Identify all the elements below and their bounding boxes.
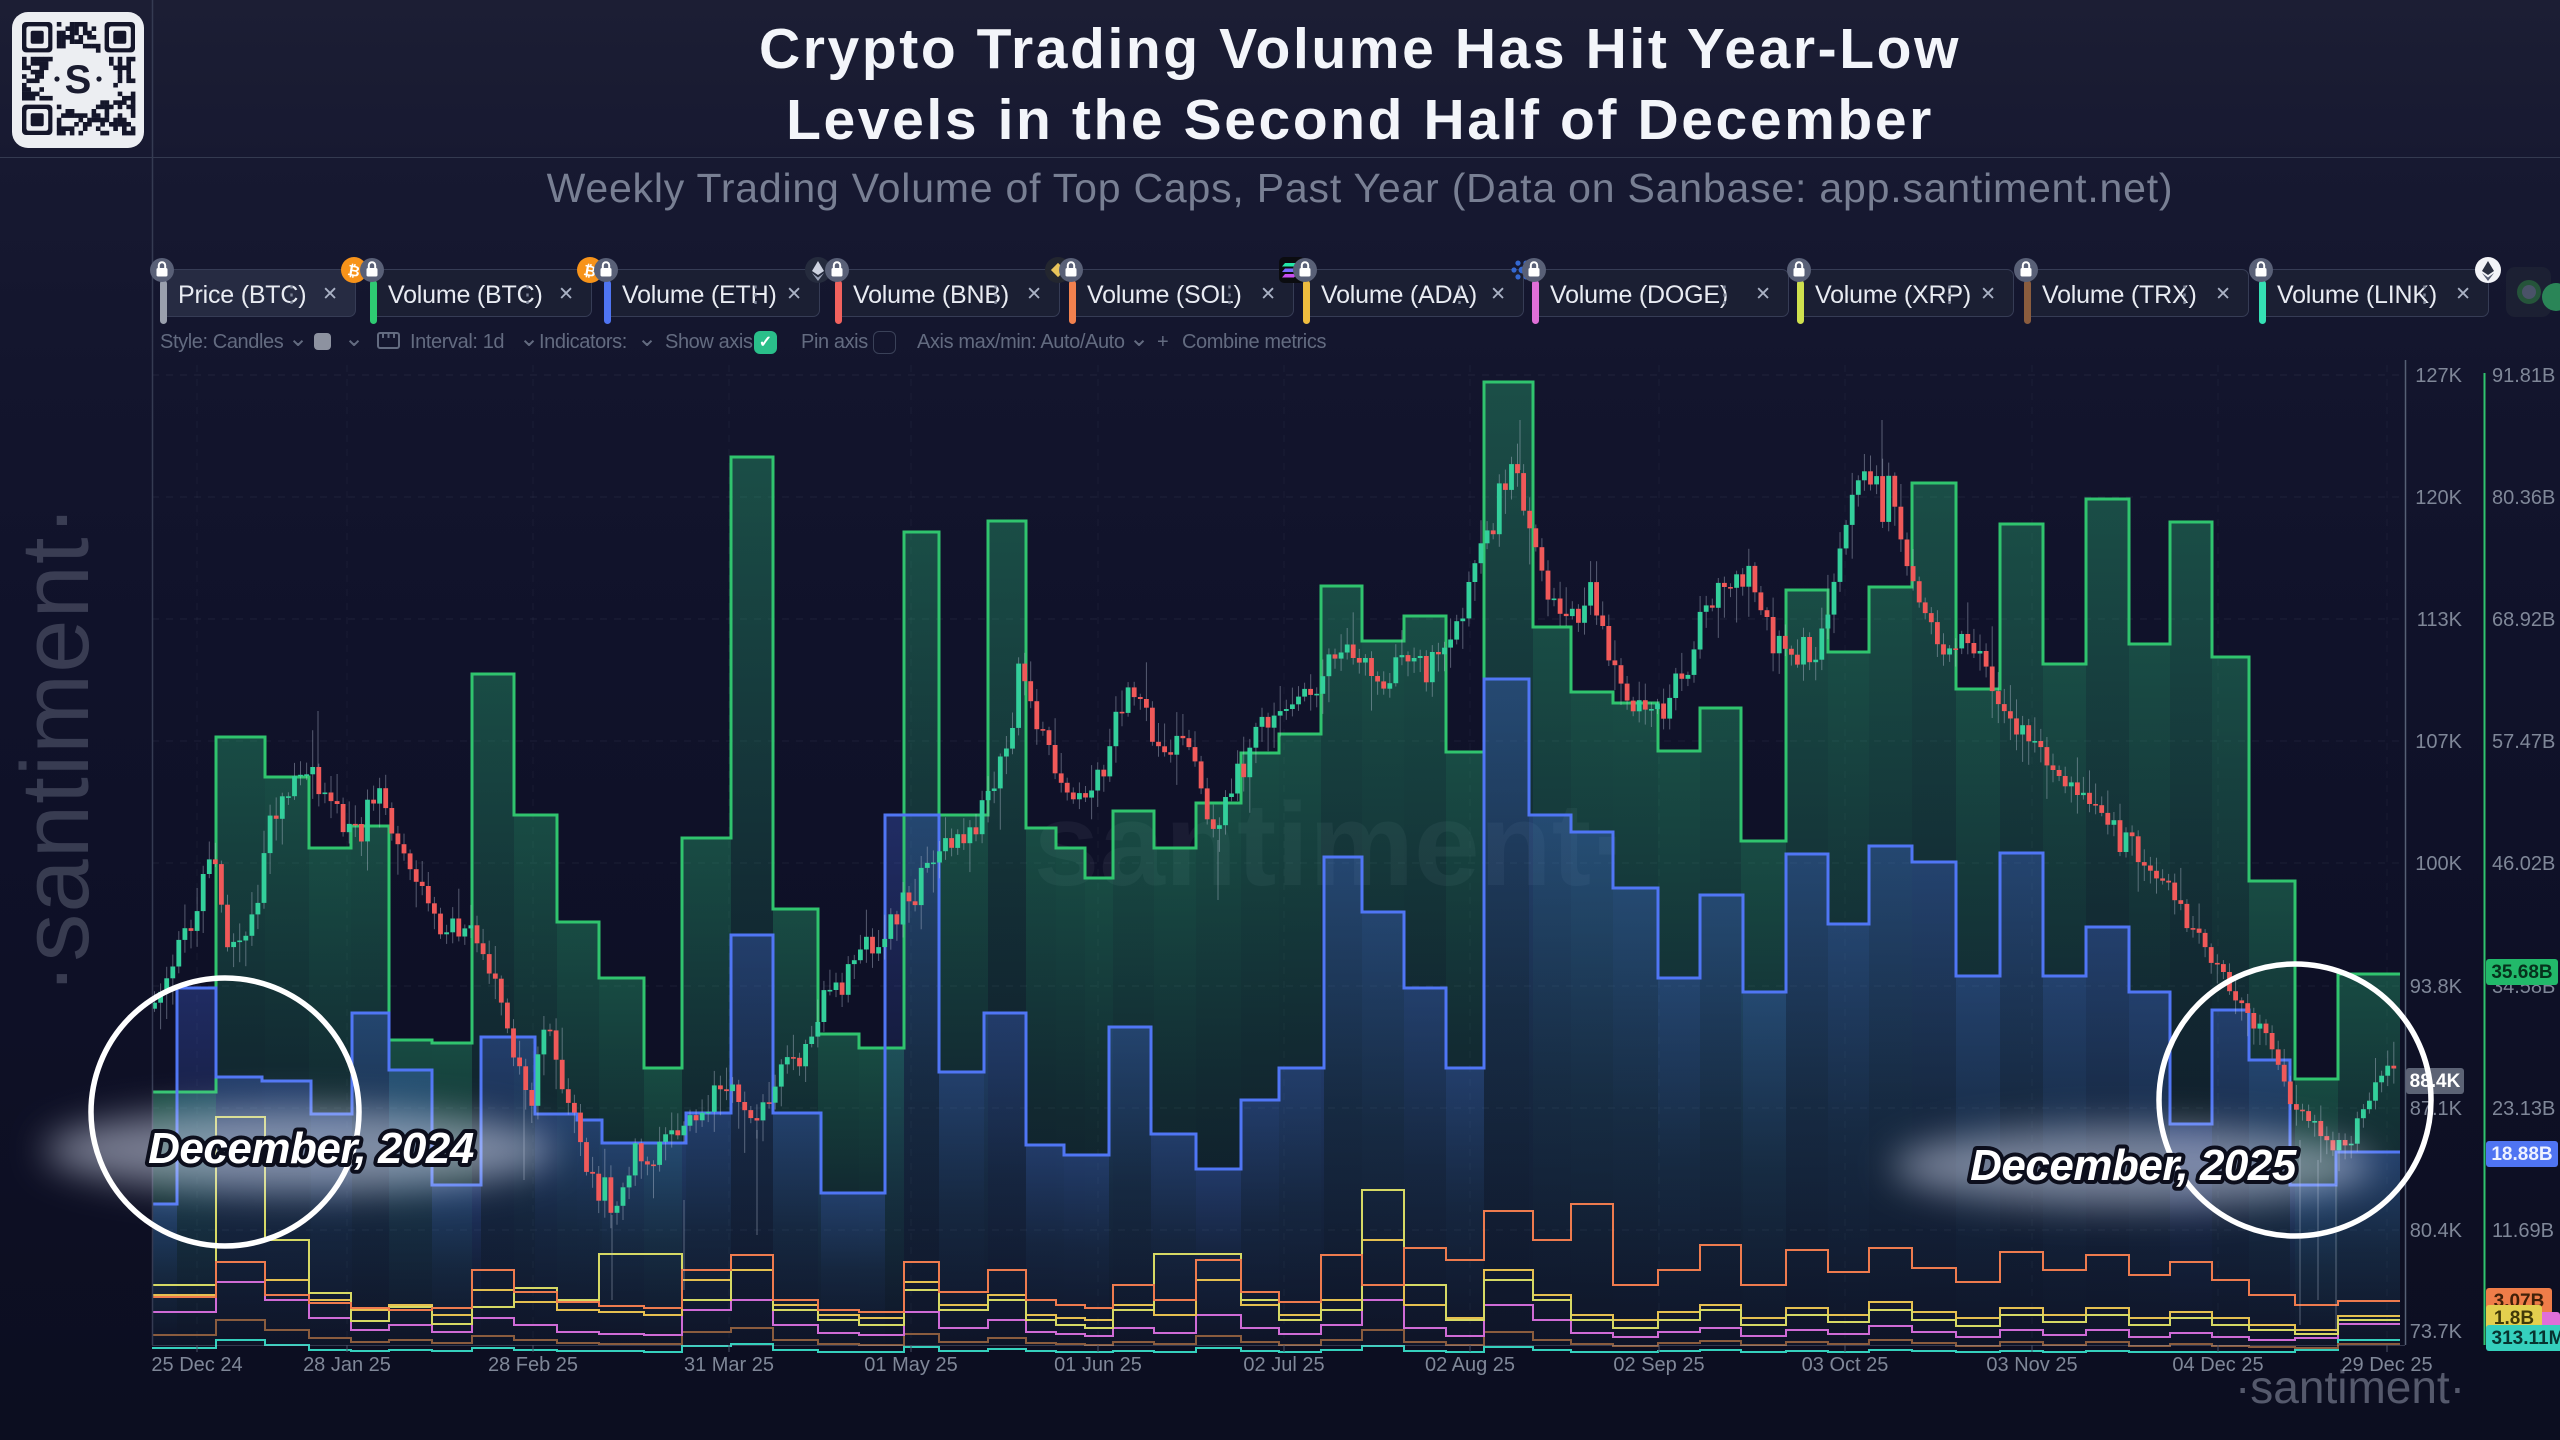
svg-text:88.4K: 88.4K xyxy=(2410,1071,2461,1092)
svg-text:313.11M: 313.11M xyxy=(2492,1328,2560,1349)
svg-text:28 Feb 25: 28 Feb 25 xyxy=(488,1354,578,1376)
svg-text:₿: ₿ xyxy=(346,262,361,281)
svg-text:91.81B: 91.81B xyxy=(2492,365,2555,387)
svg-text:02 Aug 25: 02 Aug 25 xyxy=(1425,1354,1515,1376)
svg-text:25 Dec 24: 25 Dec 24 xyxy=(151,1354,242,1376)
svg-text:93.8K: 93.8K xyxy=(2410,976,2463,998)
svg-text:04 Dec 25: 04 Dec 25 xyxy=(2172,1354,2263,1376)
svg-text:01 May 25: 01 May 25 xyxy=(864,1354,957,1376)
svg-text:57.47B: 57.47B xyxy=(2492,731,2555,753)
svg-text:1.8B: 1.8B xyxy=(2494,1308,2534,1329)
svg-text:·santiment·: ·santiment· xyxy=(2235,1361,2465,1413)
svg-text:127K: 127K xyxy=(2415,365,2462,387)
svg-text:28 Jan 25: 28 Jan 25 xyxy=(303,1354,391,1376)
svg-text:02 Jul 25: 02 Jul 25 xyxy=(1243,1354,1324,1376)
svg-text:113K: 113K xyxy=(2417,609,2463,631)
svg-text:31 Mar 25: 31 Mar 25 xyxy=(684,1354,774,1376)
svg-text:December, 2024: December, 2024 xyxy=(148,1124,474,1173)
svg-text:December, 2025: December, 2025 xyxy=(1970,1141,2297,1190)
svg-text:01 Jun 25: 01 Jun 25 xyxy=(1054,1354,1142,1376)
svg-text:80.4K: 80.4K xyxy=(2410,1220,2463,1242)
svg-text:46.02B: 46.02B xyxy=(2492,853,2555,875)
svg-text:11.69B: 11.69B xyxy=(2492,1220,2554,1242)
svg-text:03 Nov 25: 03 Nov 25 xyxy=(1986,1354,2077,1376)
svg-text:73.7K: 73.7K xyxy=(2410,1321,2463,1343)
svg-text:100K: 100K xyxy=(2415,853,2462,875)
svg-text:23.13B: 23.13B xyxy=(2492,1098,2555,1120)
svg-text:120K: 120K xyxy=(2415,487,2462,509)
svg-text:87.1K: 87.1K xyxy=(2410,1098,2463,1120)
svg-text:03 Oct 25: 03 Oct 25 xyxy=(1802,1354,1889,1376)
svg-text:68.92B: 68.92B xyxy=(2492,609,2555,631)
svg-text:107K: 107K xyxy=(2415,731,2462,753)
svg-text:18.88B: 18.88B xyxy=(2491,1144,2552,1165)
svg-text:80.36B: 80.36B xyxy=(2492,487,2555,509)
svg-text:29 Dec 25: 29 Dec 25 xyxy=(2341,1354,2432,1376)
svg-text:02 Sep 25: 02 Sep 25 xyxy=(1613,1354,1704,1376)
svg-text:₿: ₿ xyxy=(582,262,597,281)
svg-text:S: S xyxy=(65,58,92,102)
svg-text:35.68B: 35.68B xyxy=(2491,962,2552,983)
